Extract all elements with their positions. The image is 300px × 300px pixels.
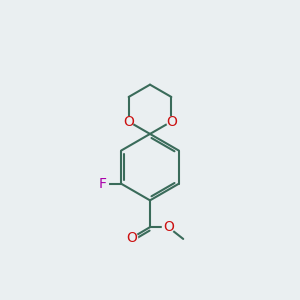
Text: O: O bbox=[123, 115, 134, 129]
Circle shape bbox=[167, 117, 176, 126]
Circle shape bbox=[162, 221, 174, 233]
Text: F: F bbox=[99, 177, 107, 191]
Text: O: O bbox=[166, 115, 177, 129]
Text: O: O bbox=[163, 220, 174, 234]
Circle shape bbox=[124, 117, 134, 126]
Circle shape bbox=[98, 178, 108, 189]
Text: O: O bbox=[126, 231, 137, 245]
Circle shape bbox=[126, 232, 138, 244]
